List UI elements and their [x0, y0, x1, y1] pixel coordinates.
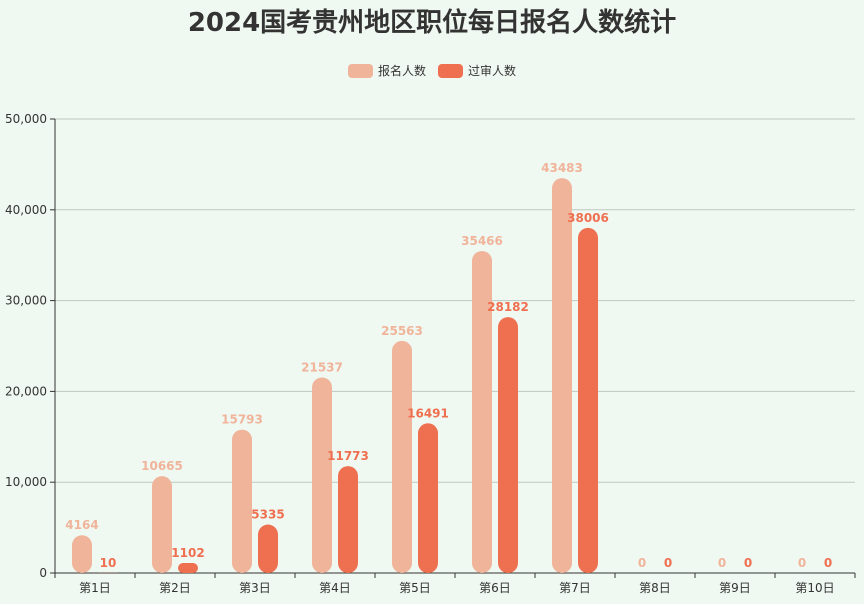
bar-value-label: 0: [664, 556, 672, 570]
x-tick-label: 第1日: [79, 581, 111, 595]
y-tick-label: 50,000: [5, 112, 47, 126]
bar[interactable]: [578, 227, 598, 573]
y-tick-label: 30,000: [5, 294, 47, 308]
x-tick-label: 第5日: [399, 581, 431, 595]
y-tick-label: 0: [39, 566, 47, 580]
bar-value-label: 16491: [407, 406, 449, 420]
x-tick-label: 第10日: [795, 581, 834, 595]
legend-label: 报名人数: [377, 64, 426, 78]
bar-value-label: 5335: [251, 508, 284, 522]
legend-item-approved[interactable]: 过审人数: [438, 62, 516, 79]
bar-value-label: 10: [100, 556, 117, 570]
bar[interactable]: [178, 562, 198, 573]
bar[interactable]: [232, 429, 252, 573]
bar-value-label: 25563: [381, 324, 423, 338]
bar-value-label: 0: [638, 556, 646, 570]
bar-value-label: 21537: [301, 360, 343, 374]
x-tick-label: 第4日: [319, 581, 351, 595]
bar[interactable]: [312, 377, 332, 573]
bar-value-label: 15793: [221, 413, 263, 427]
bar-value-label: 0: [744, 556, 752, 570]
legend-label: 过审人数: [468, 64, 517, 78]
bar-value-label: 10665: [141, 459, 183, 473]
x-tick-label: 第7日: [559, 581, 591, 595]
bar-value-label: 11773: [327, 449, 369, 463]
bar-value-label: 28182: [487, 300, 529, 314]
y-tick-label: 40,000: [5, 203, 47, 217]
legend-swatch: [438, 63, 463, 78]
bar[interactable]: [258, 524, 278, 573]
bar[interactable]: [418, 423, 438, 573]
legend-item-registered[interactable]: 报名人数: [347, 62, 426, 79]
bar[interactable]: [338, 466, 358, 573]
bar[interactable]: [498, 317, 518, 573]
bar[interactable]: [472, 250, 492, 573]
bar-value-label: 0: [824, 556, 832, 570]
bar-value-label: 35466: [461, 234, 503, 248]
bar-value-label: 1102: [171, 546, 204, 560]
x-tick-label: 第9日: [719, 581, 751, 595]
x-tick-label: 第6日: [479, 581, 511, 595]
y-tick-label: 10,000: [5, 475, 47, 489]
bar[interactable]: [72, 535, 92, 573]
bar-value-label: 0: [798, 556, 806, 570]
bar[interactable]: [552, 178, 572, 573]
bar-value-label: 43483: [541, 161, 583, 175]
bar-value-label: 0: [718, 556, 726, 570]
legend-swatch: [347, 63, 373, 78]
x-tick-label: 第3日: [239, 581, 271, 595]
y-tick-label: 20,000: [5, 384, 47, 398]
legend: 报名人数 过审人数: [0, 62, 864, 79]
bar-value-label: 38006: [567, 211, 609, 225]
chart-title: 2024国考贵州地区职位每日报名人数统计: [187, 8, 677, 38]
bar[interactable]: [152, 476, 172, 573]
x-tick-label: 第2日: [159, 581, 191, 595]
bar-value-label: 4164: [65, 518, 98, 532]
x-tick-label: 第8日: [639, 581, 671, 595]
bar[interactable]: [392, 340, 412, 573]
